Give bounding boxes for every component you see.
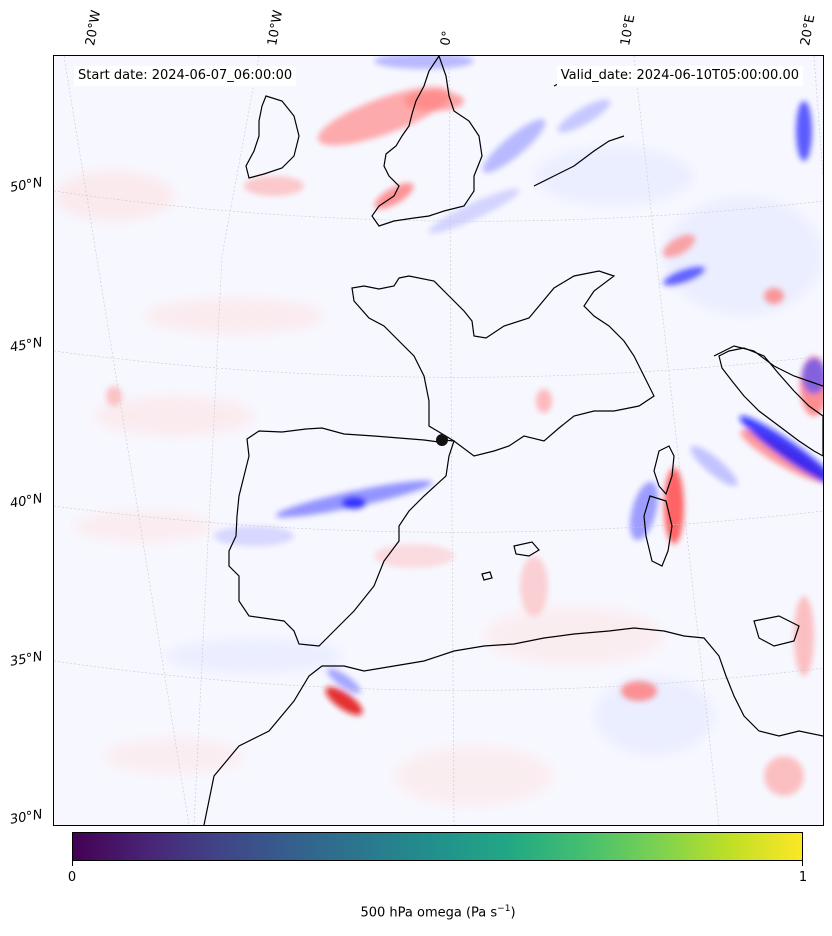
lon-tick-20e: 20°E [798, 13, 819, 47]
map-frame: Start date: 2024-06-07_06:00:00 Valid_da… [53, 55, 824, 826]
colorbar-max-label: 1 [798, 870, 808, 885]
lon-tick-10e: 10°E [618, 13, 639, 47]
start-date-label: Start date: 2024-06-07_06:00:00 [74, 66, 297, 86]
colorbar [72, 832, 803, 861]
location-marker [436, 434, 448, 446]
colorbar-title-main: 500 hPa omega (Pa s [360, 905, 498, 921]
lat-tick-45n: 45°N [8, 335, 44, 356]
colorbar-tick-max [802, 861, 803, 866]
omega-field [54, 56, 823, 806]
lat-tick-50n: 50°N [8, 175, 44, 196]
colorbar-tick-min [72, 861, 73, 866]
colorbar-title: 500 hPa omega (Pa s−1) [0, 904, 832, 920]
lon-tick-20w: 20°W [83, 9, 105, 48]
colorbar-min-label: 0 [67, 870, 77, 885]
omega-map [54, 56, 823, 825]
lat-tick-40n: 40°N [8, 491, 44, 512]
coastlines [203, 56, 823, 825]
colorbar-title-exp: −1 [497, 904, 511, 914]
valid-date-label: Valid_date: 2024-06-10T05:00:00.00 [556, 66, 803, 86]
lat-tick-35n: 35°N [8, 649, 44, 670]
lon-tick-0: 0° [438, 29, 456, 47]
colorbar-title-end: ) [510, 905, 516, 921]
lon-tick-10w: 10°W [265, 9, 287, 48]
lat-tick-30n: 30°N [8, 807, 44, 828]
